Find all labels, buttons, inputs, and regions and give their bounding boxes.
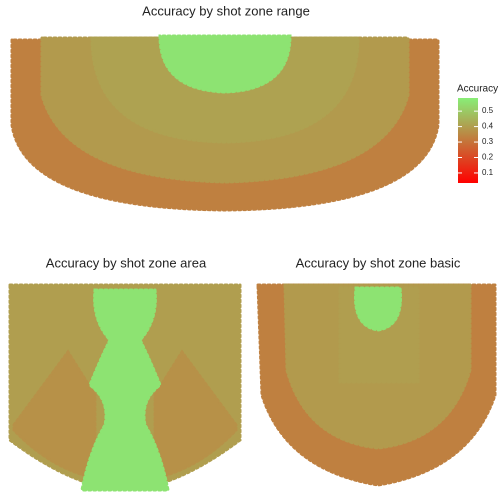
zone [80, 288, 170, 492]
panel-title: Accuracy by shot zone range [142, 3, 310, 18]
colorbar-tick-label: 0.2 [482, 153, 494, 162]
panel-title: Accuracy by shot zone area [46, 255, 207, 270]
zone [158, 34, 292, 94]
colorbar [458, 98, 478, 183]
zone [353, 286, 403, 332]
colorbar-tick-label: 0.1 [482, 168, 494, 177]
legend-title: Accuracy [457, 84, 498, 95]
colorbar-tick-label: 0.4 [482, 122, 494, 131]
colorbar-tick-label: 0.3 [482, 137, 494, 146]
colorbar-tick-label: 0.5 [482, 106, 494, 115]
panel-title: Accuracy by shot zone basic [296, 255, 461, 270]
